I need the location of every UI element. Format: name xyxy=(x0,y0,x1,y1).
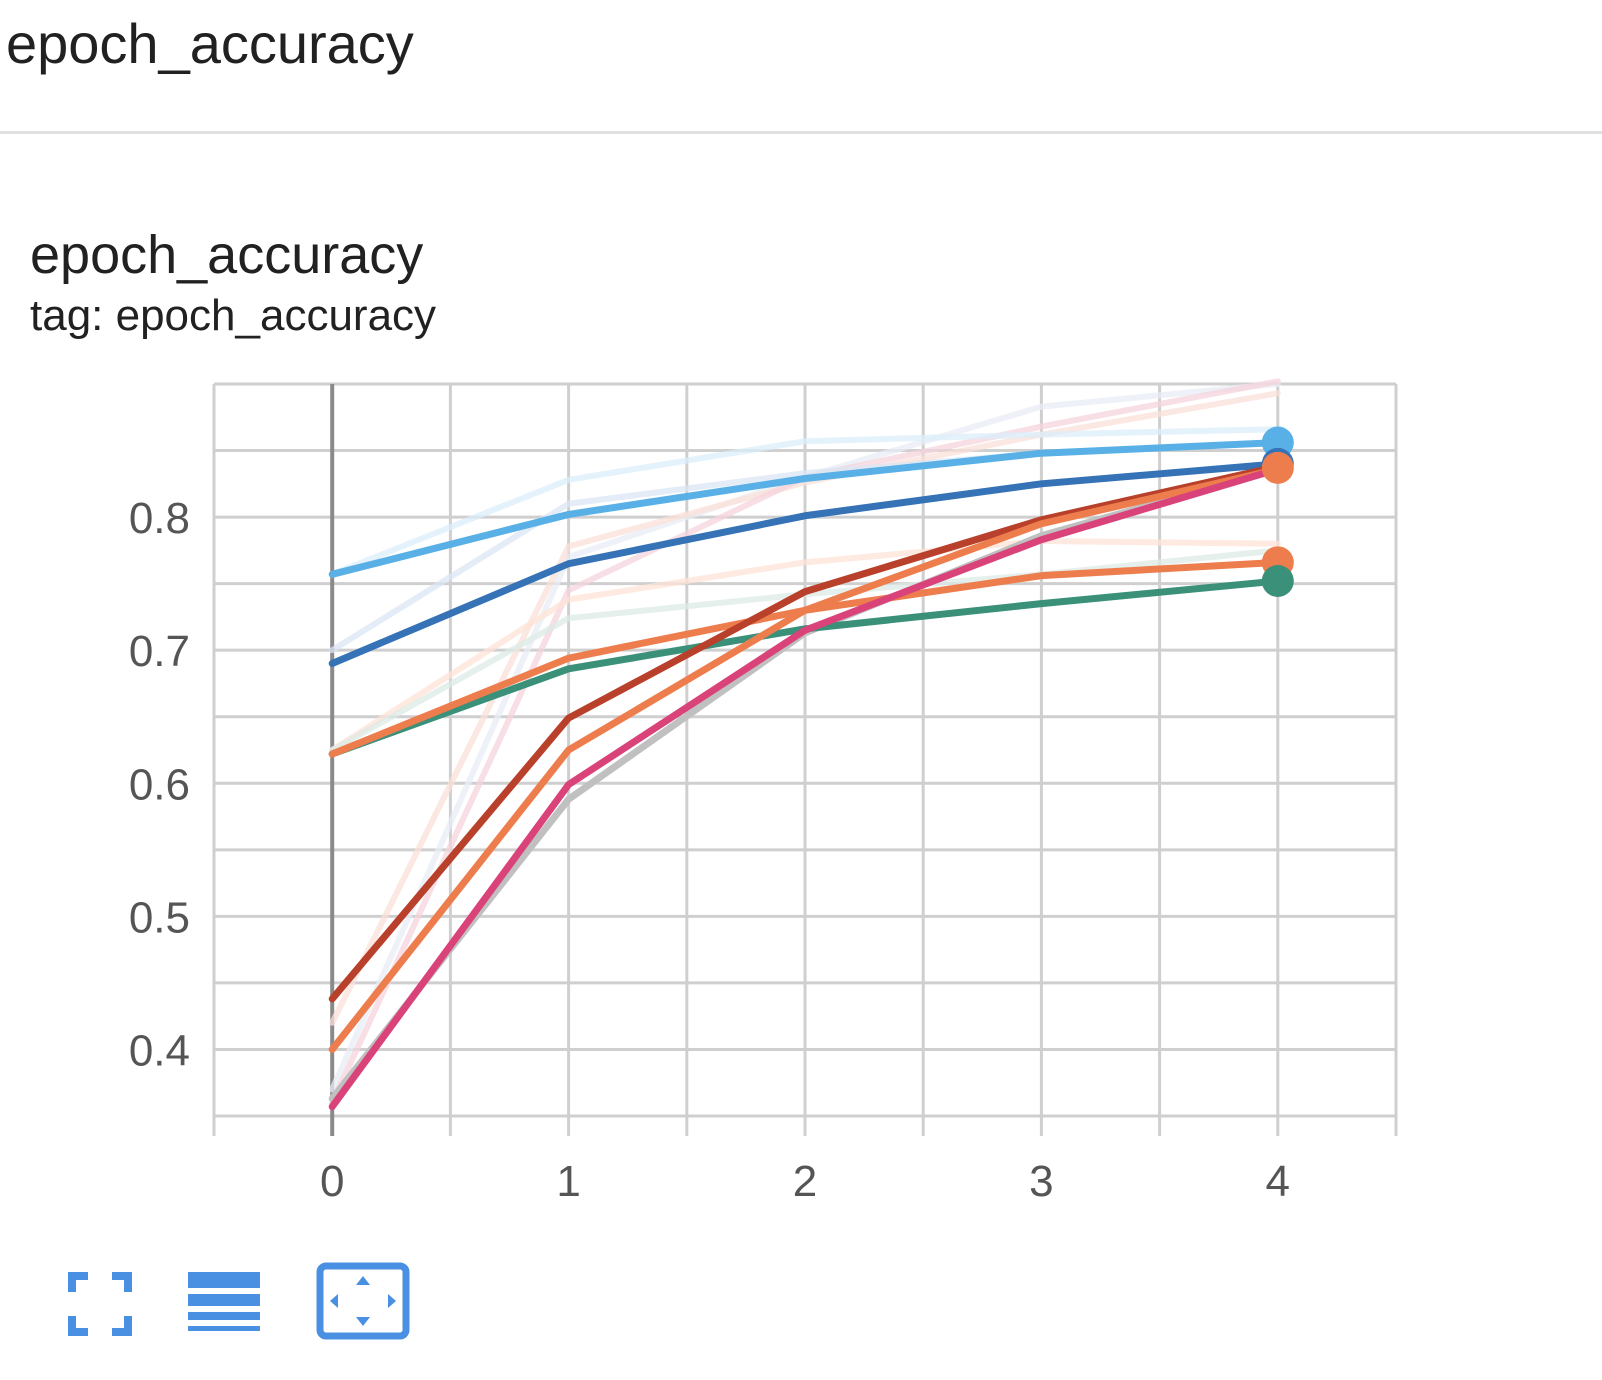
fit-domain-button[interactable] xyxy=(316,1262,410,1340)
series-end-marker xyxy=(1261,451,1294,484)
x-tick-label: 2 xyxy=(793,1157,817,1206)
series-lines xyxy=(328,378,1282,1111)
y-axis: 0.4 0.5 0.6 0.7 0.8 xyxy=(129,494,190,1075)
series-line xyxy=(328,460,1282,667)
line-chart[interactable]: 0.4 0.5 0.6 0.7 0.8 0 1 2 3 4 xyxy=(0,360,1602,1240)
y-tick-label: 0.4 xyxy=(129,1026,190,1075)
fit-to-data-icon xyxy=(316,1262,410,1340)
end-markers xyxy=(1261,426,1294,597)
x-tick-label: 1 xyxy=(556,1157,580,1206)
smoothed-raw-series-line xyxy=(329,390,1281,1026)
smoothed-raw-series-line xyxy=(329,426,1281,578)
y-tick-label: 0.5 xyxy=(129,893,190,942)
x-axis: 0 1 2 3 4 xyxy=(320,1157,1290,1206)
series-line xyxy=(328,439,1282,578)
y-tick-label: 0.7 xyxy=(129,627,190,676)
series-line xyxy=(328,465,1282,1053)
legend-toggle-button[interactable] xyxy=(182,1262,266,1346)
section-header: epoch_accuracy xyxy=(0,0,1602,134)
y-tick-label: 0.8 xyxy=(129,494,190,543)
x-tick-label: 3 xyxy=(1029,1157,1053,1206)
card-title: epoch_accuracy xyxy=(30,225,424,285)
list-icon xyxy=(188,1272,260,1331)
section-title: epoch_accuracy xyxy=(6,12,414,75)
series-end-marker xyxy=(1261,564,1294,597)
y-tick-label: 0.6 xyxy=(129,760,190,809)
smoothed-raw-series-line xyxy=(329,538,1281,753)
fullscreen-icon xyxy=(68,1272,132,1336)
x-tick-label: 0 xyxy=(320,1157,344,1206)
series-line xyxy=(328,465,1282,1111)
x-tick-label: 4 xyxy=(1266,1157,1290,1206)
fullscreen-button[interactable] xyxy=(58,1262,142,1346)
card-tag: tag: epoch_accuracy xyxy=(30,291,437,340)
grid xyxy=(212,382,1398,1136)
